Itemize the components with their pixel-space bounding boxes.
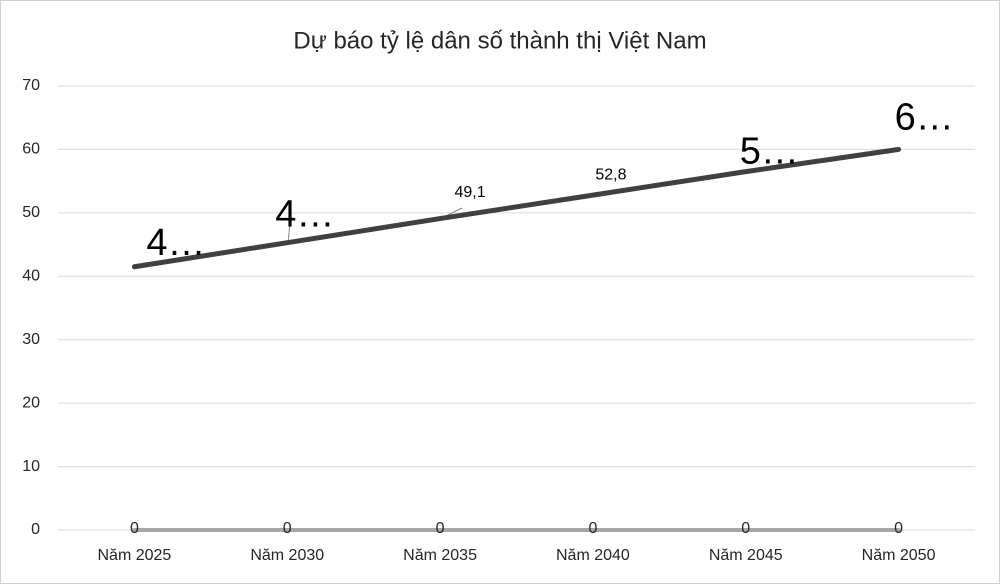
data-label: 49,1 — [455, 184, 486, 201]
x-tick-label: Năm 2045 — [709, 547, 783, 564]
data-label: 0 — [436, 520, 445, 537]
x-tick-label: Năm 2035 — [403, 547, 477, 564]
x-tick-label: Năm 2040 — [556, 547, 630, 564]
y-tick-label: 20 — [22, 394, 40, 411]
data-label: 0 — [741, 520, 750, 537]
y-tick-label: 0 — [31, 521, 40, 538]
line — [131, 146, 902, 270]
data-label: 52,8 — [595, 166, 626, 183]
x-tick-label: Năm 2030 — [250, 547, 324, 564]
x-tick-label: Năm 2025 — [98, 547, 172, 564]
data-label: 0 — [130, 520, 139, 537]
y-tick-label: 70 — [22, 77, 40, 94]
data-label: 4… — [275, 194, 334, 236]
y-tick-label: 50 — [22, 204, 40, 221]
y-tick-label: 60 — [22, 141, 40, 158]
x-tick-label: Năm 2050 — [862, 547, 936, 564]
data-label: 0 — [894, 520, 903, 537]
data-label: 0 — [588, 520, 597, 537]
data-label: 5… — [740, 131, 799, 173]
y-tick-label: 30 — [22, 331, 40, 348]
y-tick-label: 40 — [22, 268, 40, 285]
data-label: 4… — [146, 222, 205, 264]
y-tick-label: 10 — [22, 458, 40, 475]
chart-title: Dự báo tỷ lệ dân số thành thị Việt Nam — [293, 27, 706, 54]
data-label: 0 — [283, 520, 292, 537]
data-label: 6… — [895, 96, 954, 138]
